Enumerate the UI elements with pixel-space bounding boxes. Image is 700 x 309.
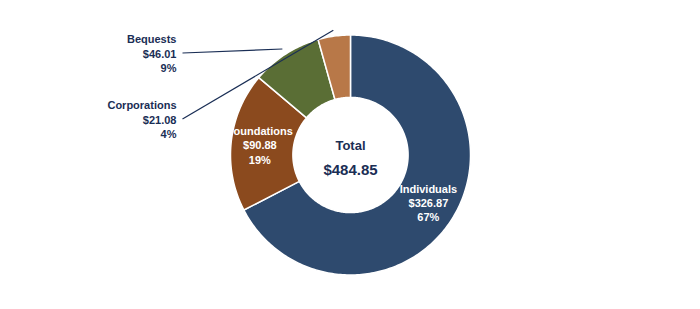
svg-text:Individuals$326.8767%: Individuals$326.8767%: [400, 183, 457, 224]
svg-text:Corporations$21.084%: Corporations$21.084%: [107, 99, 176, 140]
svg-text:Bequests$46.019%: Bequests$46.019%: [127, 33, 177, 74]
svg-text:$484.85: $484.85: [323, 161, 377, 178]
svg-text:Total: Total: [335, 138, 365, 153]
svg-text:Foundations$90.8819%: Foundations$90.8819%: [227, 125, 293, 166]
